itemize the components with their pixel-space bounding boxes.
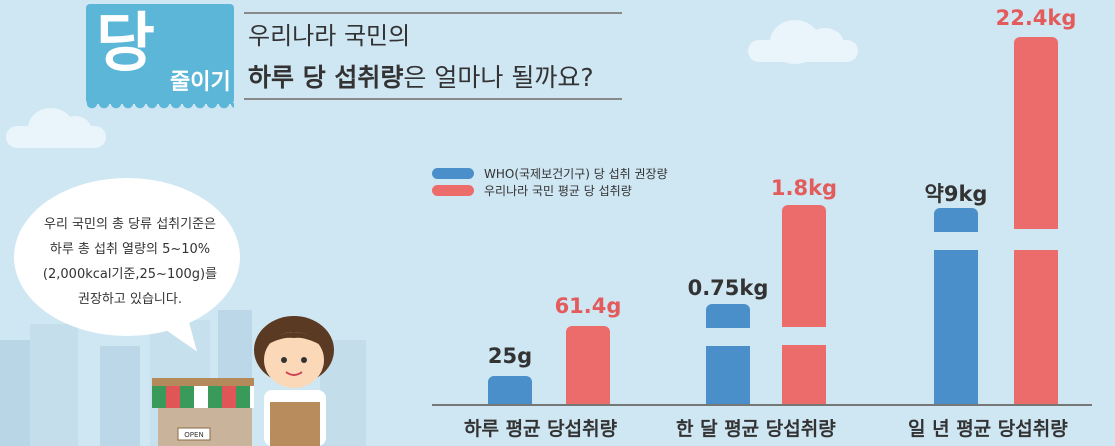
bubble-line: 하루 총 섭취 열량의 5~10% — [49, 242, 211, 257]
value-label-year-who: 약9kg — [924, 182, 988, 206]
x-axis-line — [432, 404, 1092, 406]
value-label-year-korea: 22.4kg — [995, 6, 1077, 30]
badge-small-text: 줄이기 — [170, 70, 231, 95]
title-line-1: 우리나라 국민의 — [248, 22, 411, 50]
category-label-day: 하루 평균 당섭취량 — [464, 418, 618, 440]
legend-korea-label: 우리나라 국민 평균 당 섭취량 — [484, 184, 632, 198]
bar-year-korea — [1014, 37, 1058, 404]
title-rest: 은 얼마나 될까요? — [403, 63, 594, 92]
title-badge: 당 줄이기 — [86, 4, 234, 111]
bubble-line: 권장하고 있습니다. — [78, 292, 182, 307]
open-sign: OPEN — [184, 431, 203, 439]
speech-bubble-text: 우리 국민의 총 당류 섭취기준은 하루 총 섭취 열량의 5~10% (2,0… — [32, 212, 228, 312]
speech-bubble — [14, 178, 240, 336]
legend-korea: 우리나라 국민 평균 당 섭취량 — [432, 182, 632, 199]
category-label-year: 일 년 평균 당섭취량 — [908, 418, 1068, 440]
title-bottom-rule — [244, 98, 622, 100]
legend-who: WHO(국제보건기구) 당 섭취 권장량 — [432, 165, 668, 182]
value-label-day-who: 25g — [487, 344, 533, 368]
value-label-day-korea: 61.4g — [554, 294, 622, 318]
bar-day-who — [488, 376, 532, 404]
shop-awning: OPEN — [152, 378, 254, 446]
bubble-line: 우리 국민의 총 당류 섭취기준은 — [43, 217, 216, 232]
legend-who-label: WHO(국제보건기구) 당 섭취 권장량 — [484, 167, 668, 181]
value-label-month-korea: 1.8kg — [770, 176, 838, 200]
category-label-month: 한 달 평균 당섭취량 — [676, 418, 836, 440]
bar-month-who — [706, 304, 750, 404]
legend-korea-swatch — [432, 185, 474, 196]
character-illustration — [254, 316, 334, 446]
title-bold: 하루 당 섭취량 — [248, 63, 404, 92]
value-label-month-who: 0.75kg — [687, 276, 769, 300]
bar-day-korea — [566, 326, 610, 404]
bar-year-who — [934, 208, 978, 404]
badge-big-text: 당 — [96, 7, 155, 81]
title-line-2: 하루 당 섭취량은 얼마나 될까요? — [248, 58, 594, 94]
bubble-line: (2,000kcal기준,25~100g)를 — [42, 267, 218, 282]
legend-who-swatch — [432, 168, 474, 179]
cloud — [748, 20, 858, 64]
cloud — [6, 108, 106, 148]
bar-month-korea — [782, 205, 826, 404]
title-top-rule — [244, 12, 622, 14]
